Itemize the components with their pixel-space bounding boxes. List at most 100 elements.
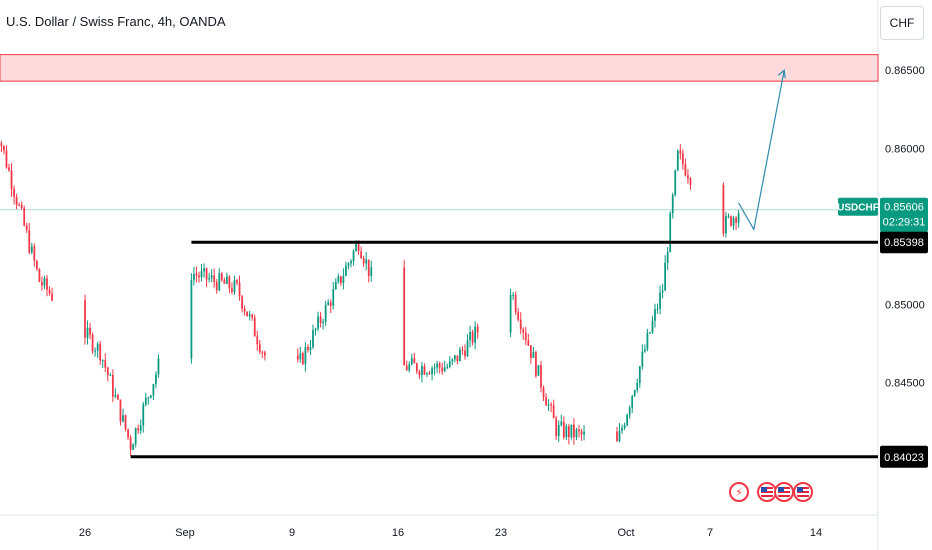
- candle-body: [405, 365, 408, 371]
- candle-body: [545, 397, 547, 406]
- candle-body: [20, 204, 23, 209]
- projection-arrowhead: [777, 69, 786, 79]
- candle-body: [236, 280, 238, 283]
- candle-body: [347, 263, 350, 266]
- candle-body: [129, 437, 132, 450]
- us-flag-icon[interactable]: [793, 482, 813, 502]
- candle-body: [626, 414, 629, 426]
- candle-body: [51, 293, 53, 301]
- candle-body: [659, 292, 661, 309]
- candle-body: [322, 321, 325, 324]
- candle-body: [456, 355, 459, 362]
- candle-body: [147, 397, 150, 399]
- candle-body: [299, 353, 302, 360]
- candle-body: [198, 275, 200, 278]
- candle-body: [426, 373, 428, 375]
- candle-body: [304, 346, 307, 365]
- candle-body: [350, 261, 352, 264]
- candle-body: [616, 431, 618, 442]
- candle-body: [137, 428, 140, 431]
- candle-body: [443, 367, 446, 372]
- candle-body: [231, 288, 233, 292]
- candle-body: [213, 275, 216, 282]
- candle-body: [583, 431, 585, 435]
- candle-body: [562, 421, 565, 438]
- candle-body: [737, 213, 740, 223]
- candle-body: [329, 302, 332, 306]
- countdown-label: 02:29:31: [883, 217, 926, 229]
- candle-body: [446, 366, 449, 368]
- candle-body: [565, 426, 568, 438]
- candle-body: [8, 167, 10, 171]
- candle-body: [41, 281, 43, 286]
- candle-body: [573, 424, 575, 438]
- candle-body: [638, 366, 641, 384]
- candle-body: [514, 294, 517, 312]
- x-tick-label: 9: [289, 527, 295, 539]
- candle-body: [448, 361, 451, 367]
- candle-body: [327, 302, 330, 305]
- candle-body: [319, 316, 322, 324]
- candle-body: [633, 390, 636, 396]
- candle-body: [84, 300, 86, 338]
- candle-body: [48, 289, 51, 294]
- candle-body: [512, 294, 515, 296]
- resistance-zone: [0, 54, 879, 82]
- candle-body: [355, 244, 357, 251]
- candle-body: [261, 352, 264, 354]
- candle-body: [23, 208, 26, 226]
- candle-body: [555, 418, 558, 437]
- candle-body: [104, 360, 107, 368]
- x-tick-label: 7: [707, 527, 713, 539]
- candle-body: [532, 352, 535, 358]
- currency-button[interactable]: CHF: [880, 6, 924, 40]
- candle-body: [547, 404, 550, 406]
- candle-body: [10, 170, 13, 190]
- candle-body: [317, 316, 319, 329]
- candle-body: [684, 164, 687, 176]
- symbol-tag: [838, 197, 878, 216]
- x-tick-label: 16: [392, 527, 404, 539]
- candle-body: [241, 296, 243, 309]
- candle-body: [362, 258, 365, 264]
- candle-body: [193, 273, 195, 281]
- y-tick-label: 0.86500: [885, 65, 925, 77]
- candle-body: [623, 425, 626, 429]
- candle-body: [415, 363, 418, 372]
- candle-body: [618, 430, 621, 442]
- candle-body: [428, 373, 431, 375]
- candle-body: [509, 294, 512, 333]
- candle-body: [570, 424, 573, 438]
- candle-body: [233, 280, 236, 292]
- candle-body: [537, 365, 540, 376]
- candle-body: [91, 334, 94, 352]
- candle-body: [142, 404, 145, 426]
- level-price-tag: [880, 231, 928, 254]
- candle-body: [89, 327, 91, 335]
- candle-body: [403, 267, 406, 366]
- candle-body: [529, 345, 532, 358]
- candle-body: [689, 178, 692, 185]
- candle-body: [557, 424, 560, 437]
- candle-body: [621, 428, 623, 431]
- candle-body: [5, 150, 8, 168]
- candle-body: [111, 374, 114, 397]
- us-flag-icon[interactable]: [774, 482, 794, 502]
- x-tick-label: 26: [79, 527, 91, 539]
- y-tick-label: 0.86000: [885, 143, 925, 155]
- candle-body: [451, 359, 454, 362]
- level-price-tag: [880, 445, 928, 468]
- candle-body: [28, 230, 31, 253]
- projection-arrow: [738, 70, 785, 232]
- candle-body: [339, 276, 342, 284]
- candle-body: [431, 368, 433, 374]
- candle-body: [243, 308, 246, 312]
- candle-body: [13, 189, 15, 197]
- x-tick-label: 23: [495, 527, 507, 539]
- candle-body: [550, 404, 553, 406]
- lightning-icon[interactable]: ⚡: [729, 482, 749, 502]
- candle-body: [296, 355, 299, 360]
- candle-body: [114, 394, 117, 397]
- candle-body: [215, 281, 218, 291]
